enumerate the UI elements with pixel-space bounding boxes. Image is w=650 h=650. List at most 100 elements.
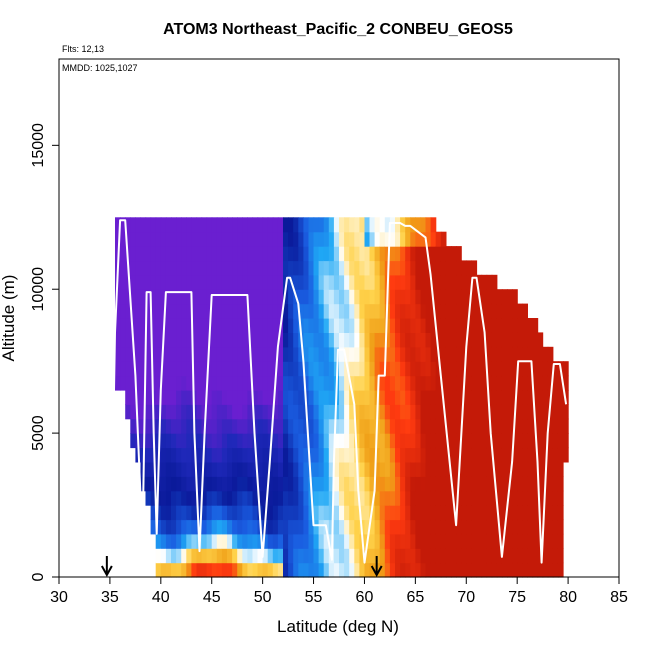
heatmap-cell [461,476,467,492]
heatmap-cell [323,289,330,305]
heatmap-cell [440,375,447,391]
heatmap-cell [232,433,238,449]
heatmap-cell [186,361,192,377]
heatmap-cell [323,548,330,564]
heatmap-cell [461,433,467,449]
heatmap-cell [176,476,182,492]
heatmap-cell [125,303,131,319]
heatmap-cell [135,246,142,262]
heatmap-cell [491,375,498,391]
heatmap-cell [476,461,483,477]
heatmap-cell [242,346,248,362]
heatmap-cell [165,231,172,247]
heatmap-cell [257,346,264,362]
heatmap-cell [369,519,376,535]
heatmap-cell [120,217,126,233]
heatmap-cell [298,346,304,362]
heatmap-cell [496,562,503,578]
heatmap-cell [257,433,264,449]
heatmap-cell [313,289,320,305]
heatmap-cell [216,533,223,549]
heatmap-cell [313,404,320,420]
heatmap-cell [359,361,366,377]
heatmap-cell [410,361,416,377]
chart-title: ATOM3 Northeast_Pacific_2 CONBEU_GEOS5 [163,21,513,38]
heatmap-cell [415,418,422,434]
heatmap-cell [252,461,259,477]
heatmap-cell [257,562,264,578]
heatmap-cell [262,476,269,492]
heatmap-cell [491,418,498,434]
heatmap-cell [466,447,472,463]
heatmap-cell [333,346,340,362]
heatmap-cell [527,433,534,449]
heatmap-cell [211,433,218,449]
heatmap-cell [160,519,167,535]
heatmap-cell [186,303,192,319]
heatmap-cell [389,548,396,564]
heatmap-cell [501,418,508,434]
heatmap-cell [339,461,345,477]
heatmap-cell [420,389,427,405]
heatmap-cell [293,260,299,276]
heatmap-cell [308,562,315,578]
heatmap-cell [481,375,488,391]
heatmap-cell [344,490,350,506]
heatmap-cell [389,418,396,434]
heatmap-cell [318,447,325,463]
heatmap-cell [242,476,248,492]
heatmap-cell [232,389,238,405]
heatmap-cell [435,418,442,434]
heatmap-cell [364,217,371,233]
heatmap-cell [221,274,228,290]
heatmap-cell [318,246,325,262]
heatmap-cell [425,476,432,492]
heatmap-cell [461,490,467,506]
heatmap-cell [552,476,559,492]
heatmap-cell [247,303,254,319]
heatmap-cell [252,476,259,492]
heatmap-cell [262,447,269,463]
heatmap-cell [196,404,203,420]
marker-arrow [370,556,383,578]
heatmap-cell [384,447,391,463]
heatmap-cell [257,447,264,463]
heatmap-cell [318,332,325,348]
heatmap-cell [181,490,187,506]
heatmap-cell [384,433,391,449]
heatmap-cell [537,404,544,420]
heatmap-cell [425,318,432,333]
heatmap-cell [410,332,416,348]
heatmap-cell [181,505,187,521]
heatmap-cell [196,303,203,319]
heatmap-cell [440,274,447,290]
heatmap-cell [130,361,136,377]
heatmap-cell [420,346,427,362]
heatmap-cell [283,246,289,262]
heatmap-cell [507,375,513,391]
heatmap-cell [374,303,381,319]
heatmap-cell [527,404,534,420]
heatmap-cell [257,361,264,377]
heatmap-cell [527,476,534,492]
heatmap-cell [420,289,427,305]
heatmap-cell [171,404,177,420]
heatmap-cell [537,562,544,578]
heatmap-cell [191,447,198,463]
heatmap-cell [176,490,182,506]
heatmap-cell [440,346,447,362]
heatmap-cell [435,447,442,463]
heatmap-cell [328,289,335,305]
heatmap-cell [130,375,136,391]
heatmap-cell [496,303,503,319]
heatmap-cell [283,476,289,492]
heatmap-cell [384,490,391,506]
heatmap-cell [145,418,152,434]
heatmap-cell [400,332,406,348]
heatmap-cell [527,533,534,549]
heatmap-cell [557,476,564,492]
heatmap-cell [272,476,279,492]
heatmap-cell [374,519,381,535]
heatmap-cell [374,289,381,305]
heatmap-cell [389,217,396,233]
